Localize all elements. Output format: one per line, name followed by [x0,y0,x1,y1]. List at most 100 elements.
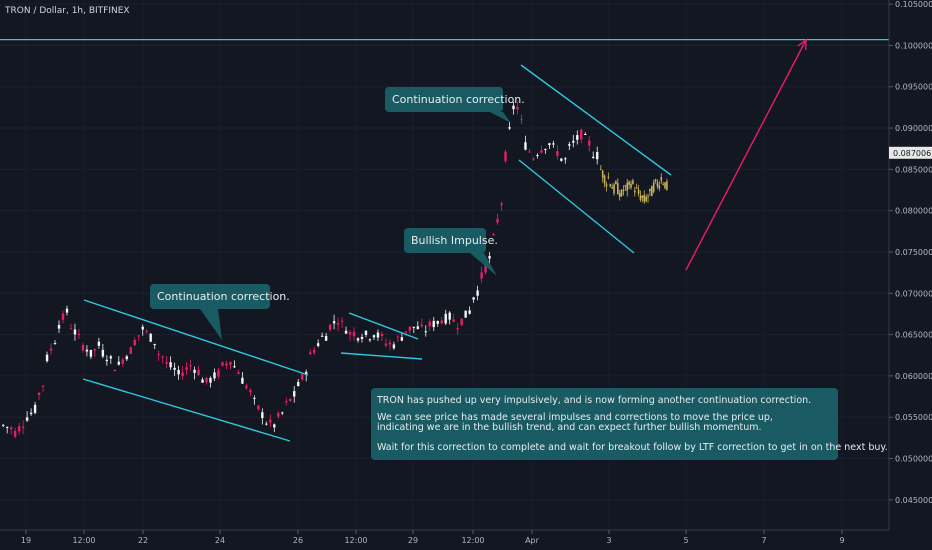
note-line: Wait for this correction to complete and… [377,442,888,453]
candle-body [492,234,495,236]
candle-body [424,331,427,333]
current-price-tag [889,146,932,159]
projected-bar [634,190,636,193]
candle-body [416,326,420,330]
candle-body [500,203,503,205]
channel-lines [82,64,672,442]
candle-body [384,343,388,346]
candle-body [177,369,180,375]
channel-line [520,64,672,176]
candle-body [528,151,531,153]
candle-body [33,404,37,413]
projected-bar [658,185,661,189]
candle-body [396,336,400,338]
candle-body [53,343,57,345]
projected-bar [643,195,646,202]
candle-body [117,361,121,365]
projected-bar [632,180,634,184]
y-tick-label: 0.045000 [895,496,932,505]
candle-body [221,362,224,366]
projected-bar [613,184,615,194]
candle-body [428,321,431,327]
projected-bar [628,181,630,185]
projected-bar [620,189,623,197]
candle-body [161,356,164,358]
candle-body [181,372,184,376]
candle-body [596,152,599,160]
y-tick-label: 0.095000 [895,83,932,92]
candle-body [241,377,244,384]
candle-body [588,140,591,146]
candle-body [308,352,312,355]
y-tick-label: 0.075000 [895,248,932,257]
candle-body [245,385,248,389]
x-axis: 19 12:00 22 24 26 12:00 29 12:00 Apr 3 5 7 9 [0,529,889,545]
y-tick-label: 0.050000 [895,455,932,464]
candle-body [436,321,439,324]
candle-body [544,149,547,151]
callout-box [404,228,486,253]
candle-body [189,365,192,367]
candle-body [69,328,73,330]
y-tick-label: 0.105000 [895,0,932,9]
candle-body [281,412,284,414]
candle-body [121,359,124,364]
candle-body [352,331,356,337]
candle-body [105,359,109,362]
candle-body [17,426,21,432]
candle-body [464,310,467,318]
candle-body [556,151,559,156]
candle-body [85,349,89,352]
candle-body [520,119,523,121]
note-box [371,388,838,460]
candle-body [125,356,128,360]
candle-body [257,405,260,410]
candle-body [113,369,117,372]
candle-body [548,143,551,146]
candle-body [564,158,567,160]
candle-body [77,333,81,335]
candle-body [5,426,9,428]
candle-body [592,156,595,158]
x-tick-label: 9 [839,536,844,545]
x-tick-label: 12:00 [461,536,484,545]
projected-bar [622,189,625,192]
chart-title: TRON / Dollar, 1h, BITFINEX [4,6,130,16]
projected-bar [609,184,612,187]
current-price-label: 0.087006 [893,149,931,158]
projected-bar [601,170,604,178]
candle-body [572,140,575,143]
bullish-arrow [685,38,807,271]
callout-text: Continuation correction. [392,93,525,106]
candle-body [580,129,583,140]
projected-bar [652,182,655,192]
candle-body [452,319,455,322]
y-tick-label: 0.090000 [895,124,932,133]
candle-body [320,335,324,337]
candle-body [209,377,212,383]
candle-body [141,326,144,330]
candle-body [129,347,132,354]
candle-body [2,424,5,426]
candle-body [348,332,352,335]
candle-body [45,354,49,362]
candle-body [420,324,423,327]
candle-body [289,398,292,402]
candle-body [432,320,435,328]
candle-body [332,321,336,324]
candle-body [145,330,148,332]
candle-body [340,320,344,322]
candle-body [93,349,97,351]
note-line: We can see price has made several impuls… [377,412,773,423]
x-tick-label: 22 [138,536,148,545]
projected-bar [618,193,621,197]
candle-body [165,362,168,364]
candle-body [532,158,535,160]
candle-body [568,144,571,146]
candle-body [560,158,563,161]
candle-body [149,333,152,342]
x-tick-label: Apr [525,536,540,545]
candle-body [328,324,332,330]
